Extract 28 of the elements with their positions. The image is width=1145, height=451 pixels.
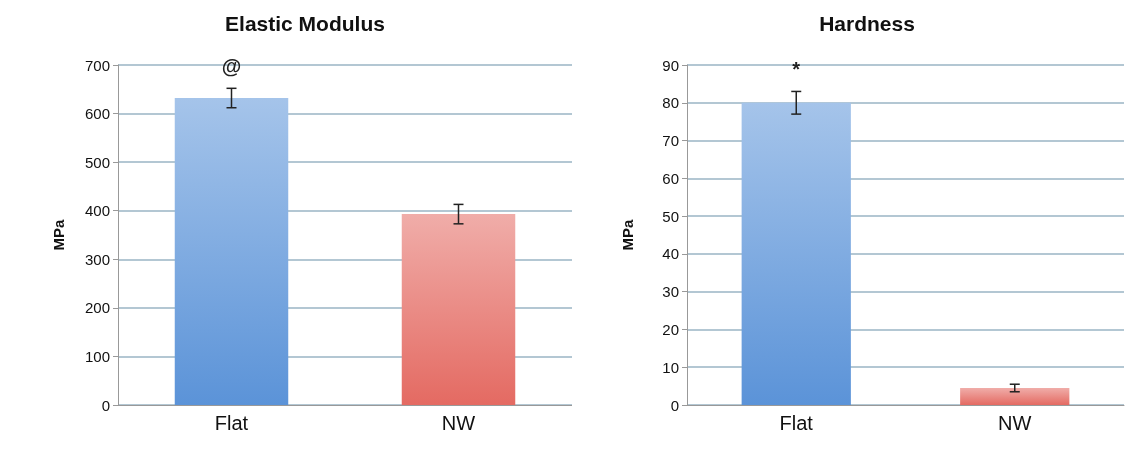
- y-tick-label: 50: [662, 207, 679, 225]
- y-tick-label: 300: [84, 250, 110, 268]
- y-axis-title: MPa: [50, 218, 67, 251]
- chart-title: Elastic Modulus: [225, 12, 385, 35]
- y-tick-label: 700: [84, 56, 110, 74]
- y-axis-title: MPa: [619, 218, 636, 251]
- y-tick-label: 70: [662, 132, 679, 150]
- y-tick-label: 600: [84, 105, 110, 123]
- y-tick-label: 0: [101, 396, 110, 414]
- x-tick-label: NW: [441, 412, 476, 434]
- y-tick-label: 100: [84, 347, 110, 365]
- y-tick-label: 20: [662, 320, 679, 338]
- x-tick-label: NW: [998, 412, 1032, 434]
- y-tick-label: 200: [84, 299, 110, 317]
- y-tick-label: 0: [670, 396, 679, 414]
- annotation: @: [221, 55, 242, 78]
- annotation: *: [792, 58, 801, 81]
- chart-title: Hardness: [819, 12, 915, 35]
- x-tick-label: Flat: [214, 412, 249, 434]
- x-tick-label: Flat: [779, 412, 814, 434]
- y-tick-label: 30: [662, 283, 679, 301]
- y-tick-label: 90: [662, 56, 679, 74]
- y-tick-label: 10: [662, 358, 679, 376]
- y-tick-label: 80: [662, 94, 679, 112]
- y-tick-label: 500: [84, 153, 110, 171]
- y-tick-label: 60: [662, 169, 679, 187]
- y-tick-label: 40: [662, 245, 679, 263]
- y-tick-label: 400: [84, 202, 110, 220]
